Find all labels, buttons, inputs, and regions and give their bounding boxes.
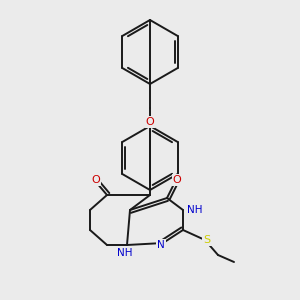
- Text: NH: NH: [117, 248, 133, 258]
- Text: N: N: [157, 240, 165, 250]
- Text: S: S: [203, 235, 211, 245]
- Text: NH: NH: [187, 205, 203, 215]
- Text: O: O: [92, 175, 100, 185]
- Text: O: O: [146, 117, 154, 127]
- Text: O: O: [172, 175, 182, 185]
